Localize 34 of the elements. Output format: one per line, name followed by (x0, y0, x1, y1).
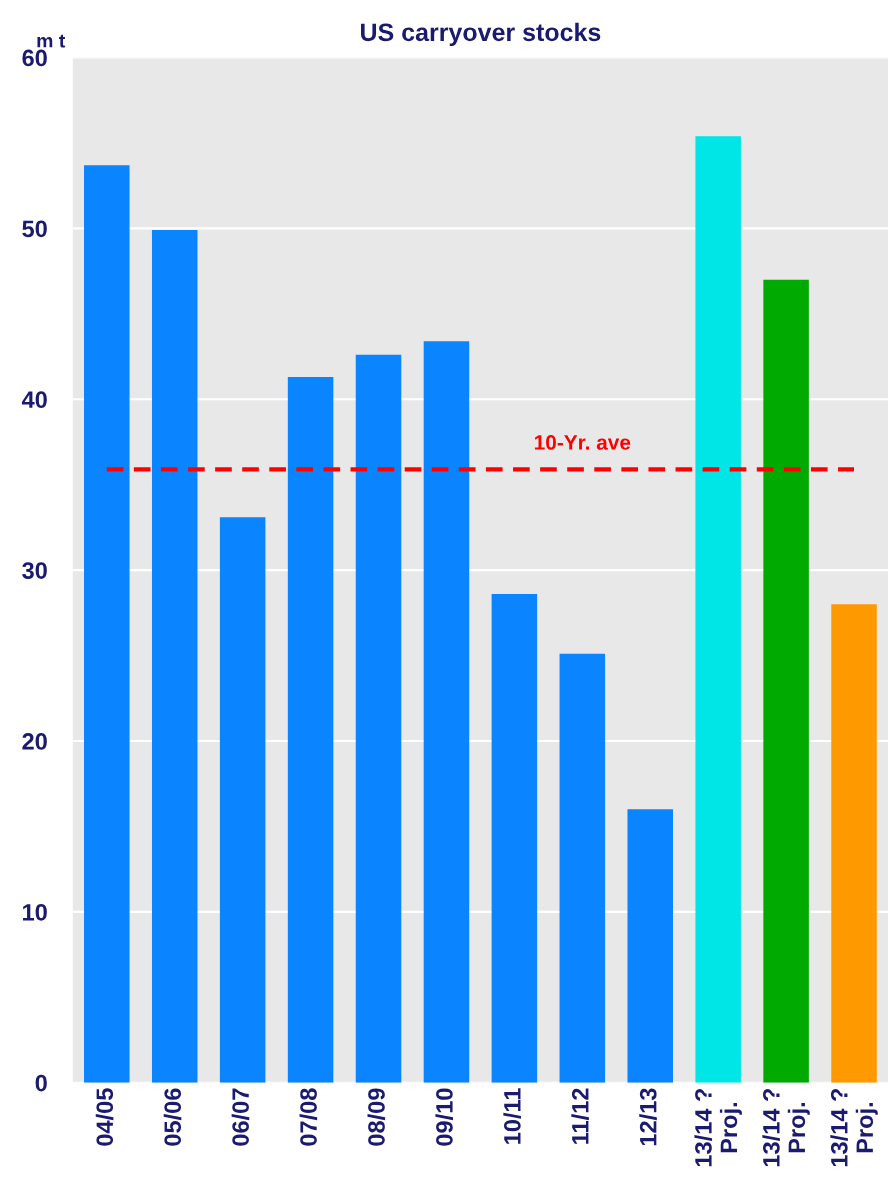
x-tick-label: 13/14 ? Proj. (694, 1088, 742, 1167)
y-tick-label: 50 (22, 220, 47, 238)
y-tick-label: 60 (22, 49, 47, 67)
bar (491, 594, 538, 1083)
bar (763, 279, 809, 1083)
bar (219, 517, 266, 1083)
x-tick-label: 13/14 ? Proj. (762, 1088, 810, 1167)
y-tick-label: 40 (21, 391, 47, 409)
ref-line-label: 10-Yr. ave (534, 435, 631, 450)
bar (559, 653, 606, 1083)
x-tick-label: 09/10 (435, 1088, 454, 1146)
x-tick-label: 04/05 (95, 1088, 114, 1146)
bar (287, 377, 334, 1083)
x-tick-label: 10/11 (503, 1088, 521, 1144)
x-tick-label: 08/09 (367, 1088, 386, 1146)
x-tick-label: 13/14 ? Proj. (830, 1088, 878, 1167)
bar (151, 230, 198, 1083)
x-tick-label: 05/06 (163, 1088, 182, 1146)
bar (627, 809, 673, 1083)
x-tick-label: 12/13 (639, 1088, 657, 1146)
bar (355, 354, 402, 1083)
y-axis-title: m t (37, 34, 66, 48)
y-tick-label: 30 (22, 562, 47, 579)
x-tick-label: 11/12 (571, 1088, 589, 1144)
bar (695, 136, 741, 1083)
chart-title: US carryover stocks (361, 22, 601, 47)
x-tick-label: 06/07 (231, 1088, 250, 1146)
y-tick-label: 10 (23, 903, 47, 921)
x-tick-label: 07/08 (299, 1088, 318, 1146)
y-tick-label: 20 (22, 733, 47, 750)
bar (423, 341, 470, 1083)
bar (831, 604, 877, 1083)
y-tick-label: 0 (35, 1074, 47, 1092)
bar (84, 165, 130, 1083)
